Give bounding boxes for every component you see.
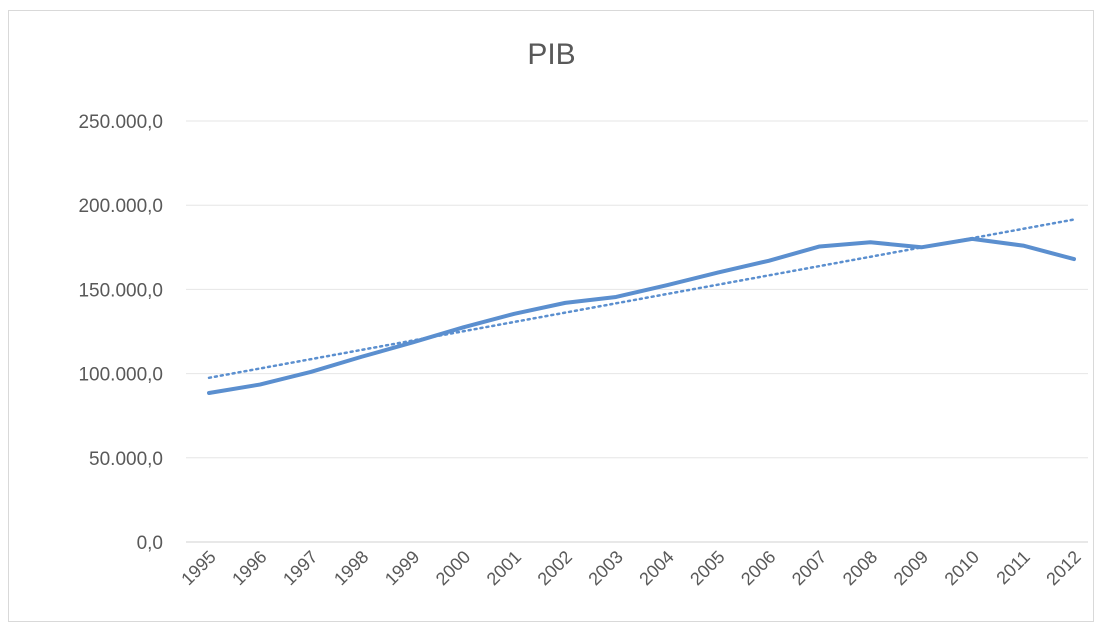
data-point: [207, 391, 211, 395]
x-tick-label: 2005: [686, 547, 728, 589]
x-tick-label: 2006: [737, 547, 779, 589]
y-tick-label: 100.000,0: [78, 365, 163, 386]
x-tick-label: 2000: [432, 547, 474, 589]
x-tick-label: 2012: [1042, 547, 1084, 589]
y-tick-label: 150.000,0: [78, 280, 163, 301]
x-tick-label: 2003: [584, 547, 626, 589]
data-point: [258, 383, 262, 387]
data-point: [614, 295, 618, 299]
x-tick-label: 2004: [635, 547, 677, 589]
x-tick-label: 2011: [992, 547, 1034, 589]
data-point: [665, 283, 669, 287]
data-point: [512, 312, 516, 316]
data-point: [818, 244, 822, 248]
y-tick-label: 50.000,0: [89, 449, 163, 470]
y-tick-label: 200.000,0: [78, 196, 163, 217]
x-tick-label: 2002: [534, 547, 576, 589]
data-point: [360, 355, 364, 359]
x-tick-label: 1996: [228, 547, 270, 589]
data-point: [868, 240, 872, 244]
data-point: [309, 370, 313, 374]
series-group: [207, 236, 1076, 395]
data-point: [411, 340, 415, 344]
gridlines: [186, 120, 1088, 543]
data-point: [767, 259, 771, 263]
x-axis-ticks: 1995 1996 1997 1998 1999 2000 2001 2002 2003 2004…: [177, 547, 1084, 589]
x-tick-label: 2009: [890, 547, 932, 589]
x-tick-label: 2007: [788, 547, 830, 589]
y-tick-label: 250.000,0: [78, 112, 163, 133]
chart-title: PIB: [527, 38, 576, 71]
data-point: [1072, 257, 1076, 261]
y-axis-ticks: 0,0 50.000,0 100.000,0 150.000,0 200.000,0 25…: [78, 112, 163, 554]
data-point: [716, 271, 720, 275]
series-line: [207, 236, 1076, 395]
data-point: [1021, 244, 1025, 248]
x-tick-label: 1997: [279, 547, 321, 589]
x-tick-label: 2001: [483, 547, 525, 589]
data-point: [919, 245, 923, 249]
data-point: [970, 237, 974, 241]
data-point: [563, 301, 567, 305]
y-tick-label: 0,0: [137, 533, 163, 554]
x-tick-label: 1995: [177, 547, 219, 589]
data-point: [461, 325, 465, 329]
x-tick-label: 2008: [839, 547, 881, 589]
x-tick-label: 1998: [330, 547, 372, 589]
x-tick-label: 2010: [941, 547, 983, 589]
x-tick-label: 1999: [381, 547, 423, 589]
